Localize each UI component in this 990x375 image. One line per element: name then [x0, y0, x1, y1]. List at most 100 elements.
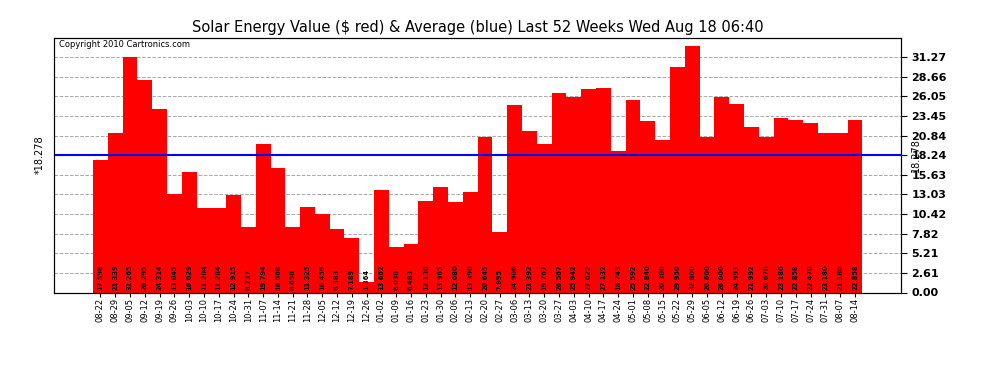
- Text: 22.840: 22.840: [644, 265, 650, 290]
- Text: 10.459: 10.459: [320, 265, 326, 290]
- Bar: [507, 105, 522, 292]
- Text: 31.265: 31.265: [127, 265, 133, 290]
- Text: 20.600: 20.600: [704, 265, 710, 290]
- Bar: [788, 120, 803, 292]
- Bar: [463, 192, 477, 292]
- Bar: [434, 188, 448, 292]
- Text: 18.278: 18.278: [911, 138, 921, 172]
- Text: 25.942: 25.942: [571, 265, 577, 290]
- Bar: [670, 67, 685, 292]
- Bar: [803, 123, 818, 292]
- Bar: [833, 133, 847, 292]
- Bar: [123, 57, 138, 292]
- Text: 7.995: 7.995: [497, 269, 503, 290]
- Text: 26.000: 26.000: [719, 265, 725, 290]
- Bar: [152, 110, 167, 292]
- Bar: [419, 201, 434, 292]
- Text: 13.390: 13.390: [467, 265, 473, 290]
- Text: 20.645: 20.645: [482, 265, 488, 290]
- Bar: [359, 282, 374, 292]
- Bar: [241, 227, 255, 292]
- Bar: [581, 89, 596, 292]
- Text: 11.284: 11.284: [216, 265, 222, 290]
- Text: 19.767: 19.767: [542, 265, 547, 290]
- Text: 16.568: 16.568: [275, 265, 281, 290]
- Bar: [330, 230, 345, 292]
- Bar: [759, 137, 773, 292]
- Text: 27.132: 27.132: [601, 265, 607, 290]
- Text: 28.295: 28.295: [142, 265, 148, 290]
- Text: 8.658: 8.658: [290, 269, 296, 290]
- Bar: [270, 168, 285, 292]
- Text: 12.915: 12.915: [231, 265, 237, 290]
- Bar: [700, 138, 715, 292]
- Text: 21.180: 21.180: [838, 265, 843, 290]
- Bar: [522, 132, 537, 292]
- Text: 26.567: 26.567: [556, 265, 562, 290]
- Bar: [773, 118, 788, 292]
- Text: 22.858: 22.858: [852, 265, 858, 290]
- Bar: [596, 88, 611, 292]
- Text: 12.080: 12.080: [452, 265, 458, 290]
- Bar: [108, 133, 123, 292]
- Text: 13.965: 13.965: [438, 265, 444, 290]
- Text: 21.392: 21.392: [527, 265, 533, 290]
- Title: Solar Energy Value ($ red) & Average (blue) Last 52 Weeks Wed Aug 18 06:40: Solar Energy Value ($ red) & Average (bl…: [192, 20, 763, 35]
- Text: 32.800: 32.800: [689, 265, 695, 290]
- Text: 27.022: 27.022: [586, 265, 592, 290]
- Bar: [566, 97, 581, 292]
- Bar: [847, 120, 862, 292]
- Text: 24.314: 24.314: [156, 265, 162, 290]
- Text: 22.858: 22.858: [793, 265, 799, 290]
- Bar: [389, 247, 404, 292]
- Text: *18.278: *18.278: [35, 136, 45, 174]
- Text: 8.383: 8.383: [334, 269, 341, 290]
- Text: 8.737: 8.737: [246, 269, 251, 290]
- Text: 11.204: 11.204: [201, 265, 207, 290]
- Text: 20.670: 20.670: [763, 265, 769, 290]
- Bar: [715, 97, 730, 292]
- Text: 6.483: 6.483: [408, 269, 414, 290]
- Bar: [477, 137, 492, 292]
- Bar: [167, 194, 182, 292]
- Text: 13.662: 13.662: [378, 265, 384, 290]
- Bar: [492, 232, 507, 292]
- Text: Copyright 2010 Cartronics.com: Copyright 2010 Cartronics.com: [58, 40, 190, 49]
- Bar: [818, 133, 833, 292]
- Text: 20.300: 20.300: [659, 265, 665, 290]
- Text: 21.339: 21.339: [112, 265, 118, 290]
- Text: 29.950: 29.950: [674, 265, 680, 290]
- Text: 19.794: 19.794: [260, 265, 266, 290]
- Bar: [404, 244, 419, 292]
- Bar: [93, 160, 108, 292]
- Bar: [551, 93, 566, 292]
- Text: 17.598: 17.598: [97, 265, 103, 290]
- Bar: [655, 140, 670, 292]
- Bar: [685, 46, 700, 292]
- Text: 7.189: 7.189: [348, 269, 354, 290]
- Text: 21.180: 21.180: [823, 265, 829, 290]
- Text: 22.470: 22.470: [808, 265, 814, 290]
- Text: 24.906: 24.906: [512, 265, 518, 290]
- Bar: [255, 144, 270, 292]
- Bar: [744, 127, 759, 292]
- Bar: [300, 207, 315, 292]
- Bar: [611, 152, 626, 292]
- Bar: [211, 208, 226, 292]
- Bar: [448, 202, 463, 292]
- Text: 11.325: 11.325: [305, 265, 311, 290]
- Bar: [730, 104, 744, 292]
- Bar: [226, 195, 241, 292]
- Text: 12.130: 12.130: [423, 265, 429, 290]
- Bar: [182, 172, 196, 292]
- Bar: [285, 227, 300, 292]
- Text: 25.592: 25.592: [630, 265, 636, 290]
- Bar: [626, 100, 641, 292]
- Text: 1.364: 1.364: [363, 269, 369, 290]
- Bar: [374, 190, 389, 292]
- Text: 6.030: 6.030: [393, 269, 399, 290]
- Text: 21.992: 21.992: [748, 265, 754, 290]
- Bar: [315, 214, 330, 292]
- Text: 18.743: 18.743: [615, 265, 622, 290]
- Bar: [196, 208, 211, 292]
